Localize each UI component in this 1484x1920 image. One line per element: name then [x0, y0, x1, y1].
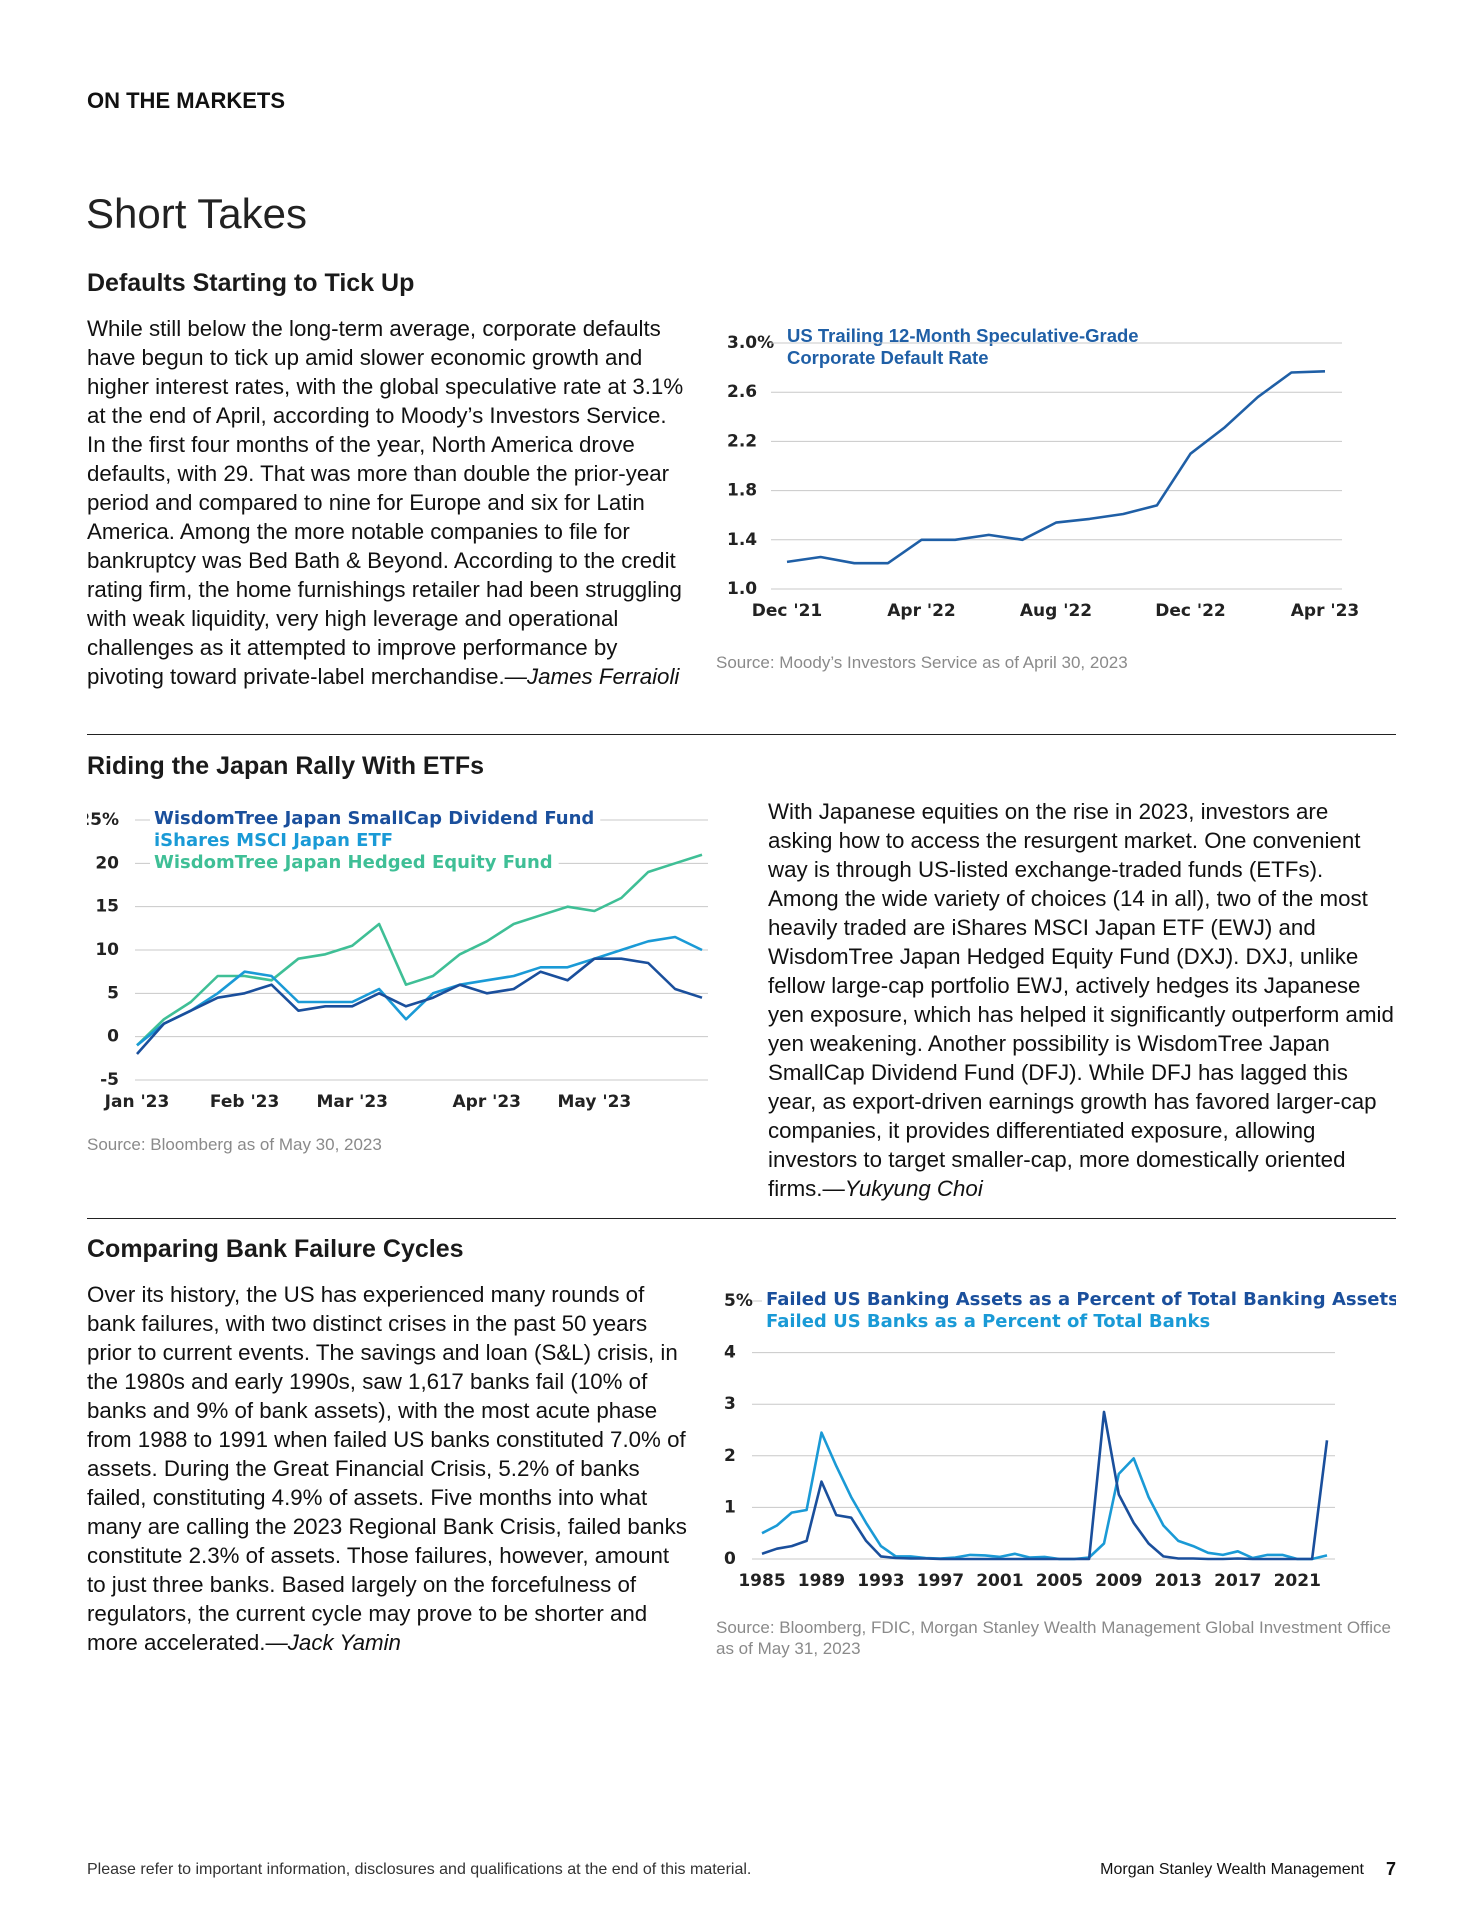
article-body: With Japanese equities on the rise in 20…	[768, 797, 1396, 1203]
line-series	[761, 1410, 1329, 1561]
x-tick-label: Dec '21	[752, 601, 823, 621]
legend-background	[762, 1311, 1217, 1332]
author: James Ferraioli	[526, 664, 680, 689]
x-tick-label: 2001	[976, 1571, 1023, 1591]
y-tick-label: -5	[100, 1070, 119, 1090]
chart-title: US Trailing 12-Month Speculative-Grade C…	[787, 325, 1185, 369]
x-tick-label: Mar '23	[316, 1092, 388, 1112]
disclaimer: Please refer to important information, d…	[87, 1861, 752, 1878]
line-series	[786, 370, 1326, 565]
divider	[87, 734, 1396, 735]
article-body: Over its history, the US has experienced…	[87, 1280, 687, 1657]
brand: Morgan Stanley Wealth Management	[1100, 1861, 1364, 1878]
legend-entry: iShares MSCI Japan ETF	[154, 830, 393, 851]
x-tick-label: 2013	[1155, 1571, 1202, 1591]
y-tick-label: 2.2	[727, 431, 757, 451]
line-series	[136, 853, 703, 1047]
x-tick-label: Apr '23	[453, 1092, 522, 1112]
line-series	[761, 1431, 1328, 1561]
y-tick-label: 25%	[87, 810, 119, 830]
legend-background	[150, 852, 559, 873]
y-tick-label: 1	[724, 1497, 736, 1517]
author: Jack Yamin	[287, 1630, 401, 1655]
legend-entry: Failed US Banking Assets as a Percent of…	[766, 1289, 1396, 1310]
y-tick-label: 3	[724, 1394, 736, 1414]
y-tick-label: 5%	[724, 1291, 753, 1311]
y-tick-label: 20	[95, 853, 119, 873]
y-tick-label: 1.8	[727, 481, 757, 501]
line-series	[136, 957, 703, 1055]
y-tick-label: 1.0	[727, 579, 757, 599]
x-tick-label: 2021	[1274, 1571, 1321, 1591]
x-tick-label: Aug '22	[1020, 601, 1092, 621]
y-tick-label: 10	[95, 940, 119, 960]
x-tick-label: May '23	[558, 1092, 632, 1112]
page-number: 7	[1386, 1859, 1397, 1879]
legend-entry: WisdomTree Japan SmallCap Dividend Fund	[154, 808, 594, 829]
y-tick-label: 2.6	[727, 382, 757, 402]
body-text: With Japanese equities on the rise in 20…	[768, 799, 1394, 1201]
x-tick-label: 1985	[738, 1571, 785, 1591]
x-tick-label: Apr '23	[1291, 601, 1360, 621]
y-tick-label: 0	[724, 1549, 736, 1569]
y-tick-label: 3.0%	[727, 333, 774, 353]
y-tick-label: 0	[107, 1027, 119, 1047]
body-text: While still below the long-term average,…	[87, 316, 684, 689]
x-tick-label: Feb '23	[210, 1092, 279, 1112]
chart: 0 1 2 3 4 5% 1985 1989 1993 1997 2001 2005 2009 2013 2…	[724, 1289, 1396, 1591]
x-tick-label: 2017	[1214, 1571, 1261, 1591]
x-tick-label: 1993	[857, 1571, 904, 1591]
x-tick-label: 1989	[798, 1571, 845, 1591]
page-title: Short Takes	[86, 190, 308, 237]
legend-background	[150, 808, 601, 829]
x-tick-label: 2009	[1095, 1571, 1142, 1591]
x-tick-label: 2005	[1036, 1571, 1083, 1591]
chart-source: Source: Moody’s Investors Service as of …	[716, 653, 1128, 672]
y-tick-label: 1.4	[727, 530, 757, 550]
article-heading: Defaults Starting to Tick Up	[87, 269, 415, 297]
y-tick-label: 5	[107, 983, 119, 1003]
article-heading: Comparing Bank Failure Cycles	[87, 1235, 464, 1263]
legend-background	[762, 1289, 1396, 1310]
y-tick-label: 2	[724, 1446, 736, 1466]
x-tick-label: Jan '23	[104, 1092, 170, 1112]
legend-entry: Failed US Banks as a Percent of Total Ba…	[766, 1311, 1210, 1332]
x-tick-label: 1997	[917, 1571, 964, 1591]
chart: 1.0 1.4 1.8 2.2 2.6 3.0% Dec '21 Apr '22 Aug '22…	[727, 333, 1360, 621]
author: Yukyung Choi	[844, 1176, 983, 1201]
divider	[87, 1218, 1396, 1219]
chart-source: Source: Bloomberg, FDIC, Morgan Stanley …	[716, 1618, 1391, 1658]
x-tick-label: Dec '22	[1155, 601, 1226, 621]
section-label: ON THE MARKETS	[87, 88, 285, 113]
article-body: While still below the long-term average,…	[87, 314, 687, 691]
article-heading: Riding the Japan Rally With ETFs	[87, 752, 485, 780]
chart-source: Source: Bloomberg as of May 30, 2023	[87, 1135, 382, 1154]
y-tick-label: 4	[724, 1343, 736, 1363]
chart: -5 0 5 10 15 20 25% Jan '23 Feb '23 Mar '23 Apr '2…	[87, 808, 708, 1112]
legend-background	[150, 830, 400, 851]
y-tick-label: 15	[95, 897, 119, 917]
x-tick-label: Apr '22	[887, 601, 956, 621]
body-text: Over its history, the US has experienced…	[87, 1282, 687, 1655]
legend-entry: WisdomTree Japan Hedged Equity Fund	[154, 852, 553, 873]
line-series	[136, 935, 703, 1047]
